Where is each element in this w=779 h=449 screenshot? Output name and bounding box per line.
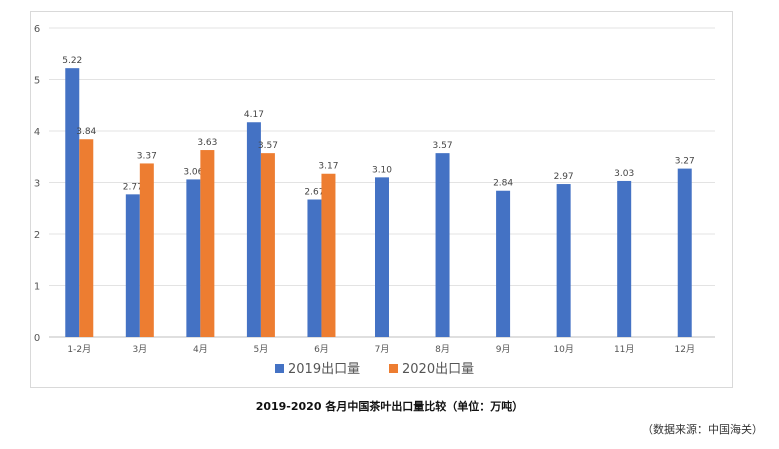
data-label-2020: 3.63 [197,138,217,148]
bar-2019 [375,177,389,337]
bar-2019 [307,199,322,337]
legend-label-2020: 2020出口量 [402,362,474,377]
y-tick-label: 0 [34,333,40,344]
data-label-2019: 3.57 [433,141,453,151]
x-tick-label: 12月 [675,344,695,355]
bar-2019 [435,153,450,337]
x-tick-label: 11月 [614,344,634,355]
x-tick-label: 1-2月 [67,344,91,355]
x-tick-label: 8月 [435,344,450,355]
data-source-note: （数据来源：中国海关） [642,423,763,436]
bar-2019 [677,168,692,337]
legend-swatch-2019 [275,364,284,373]
data-label-2019: 2.84 [493,179,513,189]
data-label-2020: 3.17 [318,162,338,172]
y-tick-label: 2 [34,230,40,241]
chart-caption: 2019-2020 各月中国茶叶出口量比较（单位：万吨） [255,400,524,413]
bar-2019 [246,122,261,338]
bar-2020 [321,173,336,337]
x-tick-label: 6月 [314,344,329,355]
bar-2019 [65,68,80,338]
bar-2020 [139,163,154,337]
y-tick-label: 1 [34,282,40,293]
bar-2020 [200,150,215,337]
y-tick-label: 4 [34,127,40,138]
x-tick-label: 10月 [553,344,573,355]
data-label-2019: 2.97 [554,172,574,182]
data-label-2019: 2.77 [123,182,143,192]
data-label-2019: 3.03 [614,169,634,179]
y-tick-label: 5 [34,76,40,87]
chart-frame: 0 1 2 3 4 5 6 5.22 3.84 1-2月 2.77 3.37 3月 3.06 3.63 4月 4… [30,11,733,388]
data-label-2020: 3.37 [137,151,157,161]
legend-label-2019: 2019出口量 [288,362,360,377]
bar-2020 [260,153,275,337]
data-label-2020: 3.57 [258,141,278,151]
bar-2019 [496,190,511,337]
x-tick-label: 9月 [496,344,511,355]
bar-2019 [617,180,632,337]
bar-2019 [556,184,571,337]
bar-2019 [186,179,201,337]
bar-chart: 0 1 2 3 4 5 6 5.22 3.84 1-2月 2.77 3.37 3月 3.06 3.63 4月 4… [34,24,715,377]
legend-swatch-2020 [389,364,398,373]
data-label-2019: 5.22 [62,56,82,66]
data-label-2019: 3.27 [675,157,695,167]
data-label-2019: 2.67 [304,187,324,197]
data-label-2019: 3.06 [183,167,203,177]
x-tick-label: 7月 [375,344,390,355]
bar-2020 [79,139,94,337]
x-tick-label: 3月 [132,344,147,355]
data-label-2019: 3.10 [372,165,392,175]
data-label-2020: 3.84 [76,127,96,137]
x-tick-label: 5月 [254,344,269,355]
x-tick-label: 4月 [193,344,208,355]
y-tick-label: 3 [34,179,40,190]
bar-2019 [125,194,140,337]
y-tick-label: 6 [34,24,40,35]
data-label-2019: 4.17 [244,110,264,120]
